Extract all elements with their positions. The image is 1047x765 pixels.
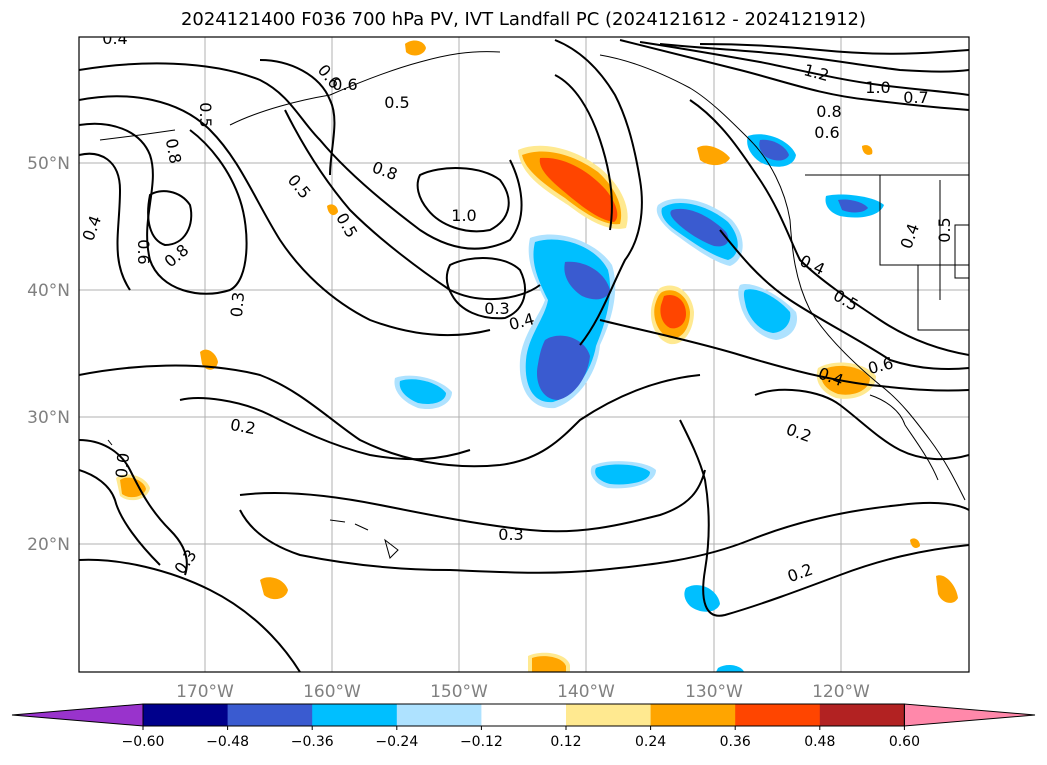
positive-anomaly	[260, 577, 288, 600]
positive-anomaly	[327, 204, 338, 216]
colorbar-tick-label: −0.12	[460, 734, 503, 750]
colorbar-segment	[566, 704, 652, 726]
contour-label: 0.5	[384, 93, 409, 112]
negative-anomaly	[536, 335, 590, 400]
positive-anomaly	[120, 477, 146, 498]
contour-label: 0.2	[229, 415, 257, 438]
colorbar-segment	[143, 704, 229, 726]
contour-label: 0.7	[903, 88, 928, 107]
colorbar-extend-max	[903, 703, 1036, 727]
contour-label: 0.3	[227, 291, 248, 318]
coastlines	[99, 51, 969, 559]
contour-label: 1.0	[865, 78, 890, 97]
colorbar-tick-label: 0.36	[720, 734, 751, 750]
colorbar-tick-label: −0.48	[206, 734, 249, 750]
colorbar-tick-label: 0.48	[804, 734, 835, 750]
contour-label: 0.0	[112, 452, 133, 479]
lon-label: 160°W	[303, 682, 361, 702]
colorbar-tick-label: −0.36	[291, 734, 334, 750]
colorbar-tick-label: −0.60	[122, 734, 165, 750]
negative-anomaly	[595, 464, 650, 485]
contour-label: 0.5	[935, 217, 954, 242]
negative-anomaly	[399, 379, 446, 404]
negative-anomaly	[743, 289, 791, 333]
contour-label: 0.6	[332, 75, 357, 94]
positive-anomaly	[910, 538, 920, 548]
positive-anomaly	[200, 349, 218, 370]
contour-label: 0.6	[134, 239, 153, 264]
contour-label: 0.4	[102, 29, 127, 48]
colorbar-tick-label: 0.12	[550, 734, 581, 750]
lat-label: 30°N	[27, 408, 70, 428]
lat-label: 50°N	[27, 154, 70, 174]
colorbar-tick-label: −0.24	[375, 734, 418, 750]
lon-label: 130°W	[685, 682, 743, 702]
negative-anomaly	[564, 261, 610, 300]
ivt-anomaly-shading	[116, 40, 958, 672]
latitude-labels: 50°N 40°N 30°N 20°N	[27, 154, 70, 555]
contour-labels: 0.4 0.6 0.6 0.5 1.2 1.0 0.7 0.8 0.6 0.5 …	[79, 29, 954, 586]
colorbar-segment	[312, 704, 398, 726]
colorbar: −0.60 −0.48 −0.36 −0.24 −0.12 0.12 0.24 0.36 0.4…	[11, 703, 1036, 750]
plot-area: 0.4 0.6 0.6 0.5 1.2 1.0 0.7 0.8 0.6 0.5 …	[79, 29, 969, 672]
negative-anomaly	[759, 139, 789, 161]
positive-anomaly	[660, 294, 686, 329]
positive-anomaly	[936, 575, 958, 603]
contour-label: 0.3	[484, 299, 509, 318]
colorbar-tick-label: 0.24	[635, 734, 666, 750]
lon-label: 140°W	[557, 682, 615, 702]
positive-anomaly	[697, 145, 730, 166]
contour-label: 1.0	[451, 206, 476, 225]
colorbar-segment	[735, 704, 821, 726]
negative-anomaly	[670, 208, 729, 247]
positive-anomaly	[862, 145, 873, 155]
contour-label: 0.6	[814, 123, 839, 142]
colorbar-extend-min	[11, 703, 144, 727]
contour-label: 0.5	[196, 102, 215, 127]
plot-frame	[78, 36, 970, 673]
lat-label: 40°N	[27, 281, 70, 301]
lat-label: 20°N	[27, 535, 70, 555]
colorbar-segment	[396, 704, 482, 726]
negative-anomaly	[838, 199, 868, 213]
colorbar-segment	[227, 704, 313, 726]
contour-label: 0.8	[162, 137, 185, 165]
longitude-labels: 170°W 160°W 150°W 140°W 130°W 120°W	[176, 682, 870, 702]
lon-label: 150°W	[430, 682, 488, 702]
colorbar-segment	[650, 704, 736, 726]
colorbar-frame	[142, 703, 905, 727]
colorbar-tick-label: 0.60	[889, 734, 920, 750]
contour-label: 0.3	[498, 525, 523, 544]
positive-anomaly	[532, 656, 566, 672]
lon-label: 120°W	[812, 682, 870, 702]
colorbar-segment	[819, 704, 905, 726]
negative-anomaly	[684, 585, 720, 612]
positive-anomaly	[405, 40, 426, 56]
positive-anomaly	[539, 157, 618, 222]
negative-anomaly	[716, 665, 744, 672]
map-title: 2024121400 F036 700 hPa PV, IVT Landfall…	[180, 9, 867, 30]
contour-label: 0.8	[816, 102, 841, 121]
lon-label: 170°W	[176, 682, 234, 702]
colorbar-segment	[481, 704, 567, 726]
pv-contours	[79, 39, 969, 672]
